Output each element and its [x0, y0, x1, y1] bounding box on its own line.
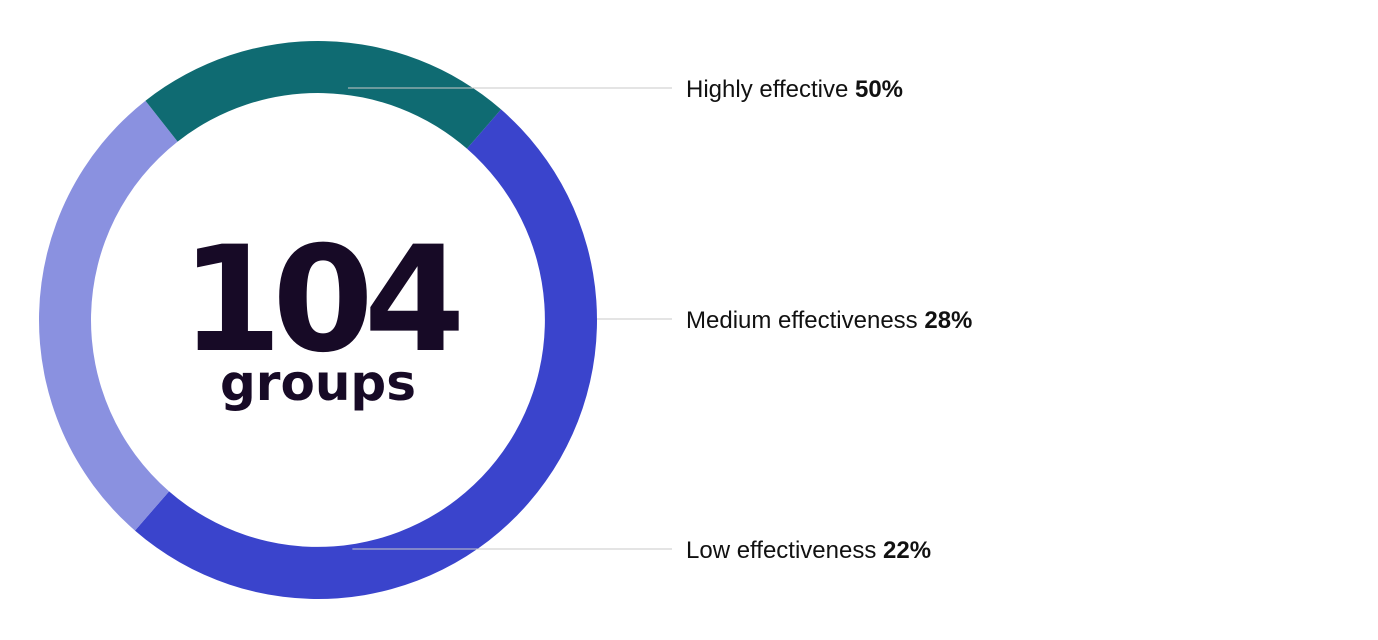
legend-item-low-effectiveness: Low effectiveness 22%	[686, 537, 931, 564]
legend: Highly effective 50% Medium effectiveness…	[686, 76, 972, 564]
slice-low-effectiveness	[145, 40, 502, 149]
total-groups-unit: groups	[220, 354, 416, 412]
total-groups-value: 104	[181, 215, 459, 385]
slice-medium-effectiveness	[38, 100, 178, 531]
legend-item-medium-effectiveness: Medium effectiveness 28%	[686, 307, 972, 334]
legend-connectors	[347, 87, 672, 550]
slice-highly-effective	[134, 109, 597, 599]
legend-item-highly-effective: Highly effective 50%	[686, 76, 903, 103]
legend-label: Medium effectiveness	[686, 307, 924, 334]
legend-value: 50%	[855, 76, 903, 103]
legend-value: 28%	[924, 307, 972, 334]
legend-label: Highly effective	[686, 76, 855, 103]
legend-value: 22%	[883, 537, 931, 564]
donut-slices	[38, 40, 597, 599]
legend-label: Low effectiveness	[686, 537, 883, 564]
